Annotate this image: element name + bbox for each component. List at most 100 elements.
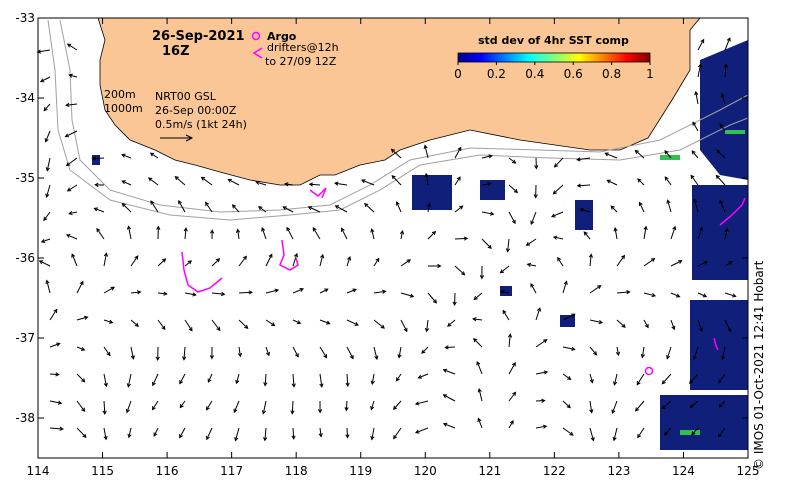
current-arrow: [670, 319, 676, 331]
product-time: 26-Sep 00:00Z: [155, 104, 237, 117]
current-arrow: [502, 309, 510, 321]
map-hour: 16Z: [162, 44, 190, 59]
current-arrow: [211, 258, 221, 267]
current-arrow: [126, 225, 132, 240]
isobath-200-label: 200m: [104, 88, 136, 101]
current-arrow: [43, 211, 51, 222]
current-arrow: [417, 373, 429, 379]
current-arrow: [508, 420, 514, 429]
current-arrow: [263, 427, 268, 442]
current-arrow: [103, 319, 114, 324]
argo-float: [644, 366, 654, 376]
current-arrow: [395, 373, 402, 382]
current-arrow: [319, 319, 331, 325]
current-arrow: [39, 76, 51, 83]
current-arrow: [49, 342, 61, 348]
current-arrow: [616, 254, 626, 267]
lat-tick-label: -36: [15, 251, 35, 265]
current-arrow: [499, 289, 510, 295]
current-arrow: [424, 172, 429, 186]
current-arrow: [76, 315, 89, 321]
lon-tick-label: 114: [27, 464, 50, 478]
isobath-1000-label: 1000m: [104, 102, 143, 115]
current-arrow: [400, 259, 412, 267]
current-arrow: [447, 319, 456, 327]
current-arrow: [666, 346, 672, 360]
current-arrow: [206, 427, 213, 441]
current-arrow: [71, 253, 78, 267]
current-arrow: [400, 292, 415, 298]
current-arrow: [643, 257, 656, 267]
current-arrow: [562, 346, 576, 351]
current-arrow: [393, 427, 402, 440]
current-arrow: [345, 373, 350, 387]
current-arrow: [178, 199, 186, 213]
current-arrow: [724, 292, 737, 298]
current-arrow: [66, 184, 78, 192]
current-arrow: [525, 238, 537, 246]
current-arrow: [263, 373, 268, 387]
current-arrow: [174, 175, 186, 186]
current-arrow: [583, 231, 591, 240]
current-arrow: [634, 400, 645, 412]
current-arrow: [103, 346, 111, 357]
current-arrow: [481, 181, 492, 187]
current-arrow: [664, 427, 672, 436]
current-arrow: [604, 152, 618, 159]
current-arrow: [589, 400, 594, 414]
current-arrow: [373, 257, 380, 267]
current-arrow: [499, 265, 510, 274]
current-arrow: [317, 400, 323, 414]
drifter-tracks: [181, 187, 746, 351]
current-arrow: [643, 225, 648, 240]
plot-frame: [37, 17, 749, 459]
current-arrow: [692, 346, 699, 361]
current-arrow: [45, 279, 51, 294]
current-arrow: [65, 157, 78, 167]
current-arrow: [724, 37, 731, 51]
lon-tick-label: 118: [285, 464, 308, 478]
current-arrow: [283, 182, 294, 187]
colorbar-tick-label: 1: [646, 67, 654, 81]
current-arrow: [694, 90, 699, 105]
current-arrow: [414, 427, 429, 434]
current-arrow: [179, 400, 186, 409]
current-arrow: [184, 292, 197, 297]
current-arrow: [344, 400, 349, 412]
current-arrow: [664, 150, 672, 159]
current-arrow: [717, 427, 726, 438]
current-arrow: [76, 373, 86, 383]
current-arrow: [390, 148, 402, 159]
current-arrow: [476, 360, 483, 375]
current-arrow: [670, 260, 683, 267]
current-arrow: [477, 417, 483, 429]
current-arrow: [397, 346, 402, 359]
current-arrow: [227, 178, 240, 186]
current-arrow: [640, 346, 645, 359]
current-arrow: [205, 201, 213, 213]
current-arrow: [183, 227, 188, 240]
current-arrow: [265, 319, 276, 327]
current-arrow: [206, 400, 213, 411]
current-arrow: [44, 130, 51, 143]
current-arrow: [535, 370, 549, 375]
current-arrow: [291, 427, 296, 440]
current-arrow: [720, 346, 726, 361]
current-arrow: [551, 211, 564, 218]
current-arrow: [481, 154, 493, 159]
current-arrow: [233, 400, 240, 414]
current-arrow: [530, 282, 537, 294]
product-label: NRT00 GSL: [155, 90, 217, 103]
current-arrow: [724, 227, 729, 240]
current-arrow: [149, 152, 159, 159]
current-arrow: [423, 144, 429, 159]
current-arrow: [576, 183, 591, 188]
lat-tick-label: -38: [15, 411, 35, 425]
current-arrow: [637, 178, 645, 186]
current-arrow: [634, 149, 645, 159]
current-arrow: [670, 225, 677, 240]
current-arrow: [557, 256, 564, 267]
current-arrow: [238, 255, 247, 267]
current-arrow: [481, 238, 492, 249]
